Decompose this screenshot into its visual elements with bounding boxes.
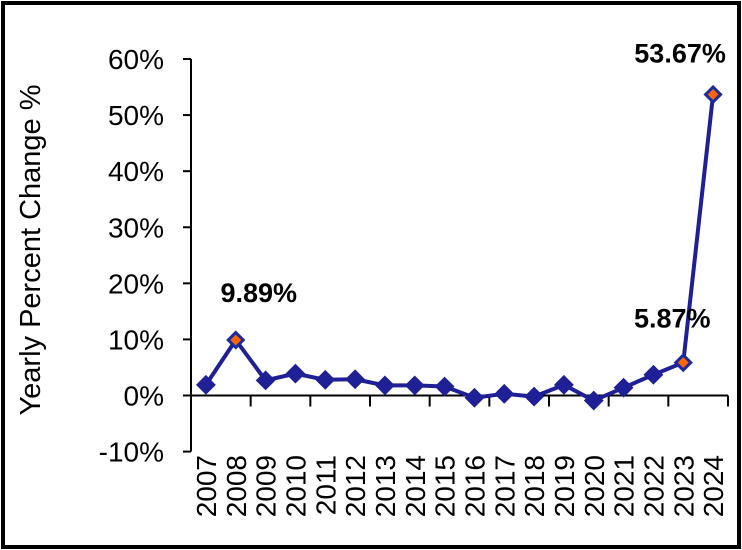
data-label-2008: 9.89% bbox=[220, 278, 297, 308]
data-series bbox=[196, 84, 723, 411]
y-tick-label: 40% bbox=[108, 156, 164, 187]
data-point-2012 bbox=[345, 369, 365, 390]
x-tick-label-2015: 2015 bbox=[430, 455, 461, 517]
data-point-2024 bbox=[703, 84, 723, 105]
y-tick-label: 0% bbox=[124, 381, 164, 412]
trend-line bbox=[203, 92, 716, 403]
axes bbox=[183, 58, 729, 453]
x-tick-label-2013: 2013 bbox=[370, 455, 401, 517]
x-tick-label-2016: 2016 bbox=[459, 455, 490, 517]
data-point-2017 bbox=[494, 383, 515, 404]
data-labels: 9.89% 5.87% 53.67% bbox=[220, 39, 725, 334]
x-tick-label-2019: 2019 bbox=[549, 455, 580, 517]
y-tick-label: 10% bbox=[108, 324, 164, 355]
data-point-2007 bbox=[196, 374, 216, 395]
x-tick-label-2007: 2007 bbox=[191, 455, 222, 517]
x-tick-label-2018: 2018 bbox=[519, 455, 550, 517]
data-point-2014 bbox=[404, 375, 425, 396]
x-axis-tick-labels: 2007200820092010201120122013201420152016… bbox=[191, 455, 729, 517]
data-label-2023: 5.87% bbox=[634, 304, 711, 334]
x-tick-label-2021: 2021 bbox=[609, 455, 640, 517]
x-tick-label-2017: 2017 bbox=[489, 455, 520, 517]
y-tick-label: 30% bbox=[108, 212, 164, 243]
data-point-2015 bbox=[434, 376, 455, 397]
data-point-2021 bbox=[613, 377, 634, 398]
y-tick-label: 50% bbox=[108, 100, 164, 131]
data-point-2022 bbox=[643, 364, 664, 385]
data-point-2019 bbox=[554, 374, 574, 395]
x-tick-label-2022: 2022 bbox=[638, 455, 669, 517]
x-tick-label-2012: 2012 bbox=[340, 455, 371, 517]
x-tick-label-2010: 2010 bbox=[280, 455, 311, 517]
y-tick-label: -10% bbox=[99, 437, 164, 468]
data-point-2011 bbox=[315, 369, 336, 390]
y-tick-label: 20% bbox=[108, 268, 164, 299]
data-point-2016 bbox=[464, 387, 485, 408]
data-point-2023 bbox=[673, 352, 693, 373]
data-point-2010 bbox=[285, 363, 306, 384]
y-axis-title: Yearly Percent Change % bbox=[15, 84, 47, 415]
y-tick-label: 60% bbox=[108, 44, 164, 75]
x-tick-label-2023: 2023 bbox=[668, 455, 699, 517]
y-axis-tick-labels: 60% 50% 40% 30% 20% 10% 0% -10% bbox=[99, 44, 164, 468]
x-tick-label-2014: 2014 bbox=[400, 455, 431, 517]
x-tick-label-2009: 2009 bbox=[251, 455, 282, 517]
x-tick-label-2008: 2008 bbox=[221, 455, 252, 517]
data-point-2018 bbox=[524, 386, 544, 407]
data-point-2009 bbox=[255, 370, 276, 391]
x-tick-label-2024: 2024 bbox=[698, 455, 729, 517]
data-point-2008 bbox=[226, 330, 246, 350]
data-point-2020 bbox=[583, 390, 604, 411]
data-label-2024: 53.67% bbox=[634, 39, 726, 69]
x-tick-label-2011: 2011 bbox=[310, 455, 341, 515]
x-tick-label-2020: 2020 bbox=[579, 455, 610, 517]
data-point-2013 bbox=[375, 375, 395, 396]
